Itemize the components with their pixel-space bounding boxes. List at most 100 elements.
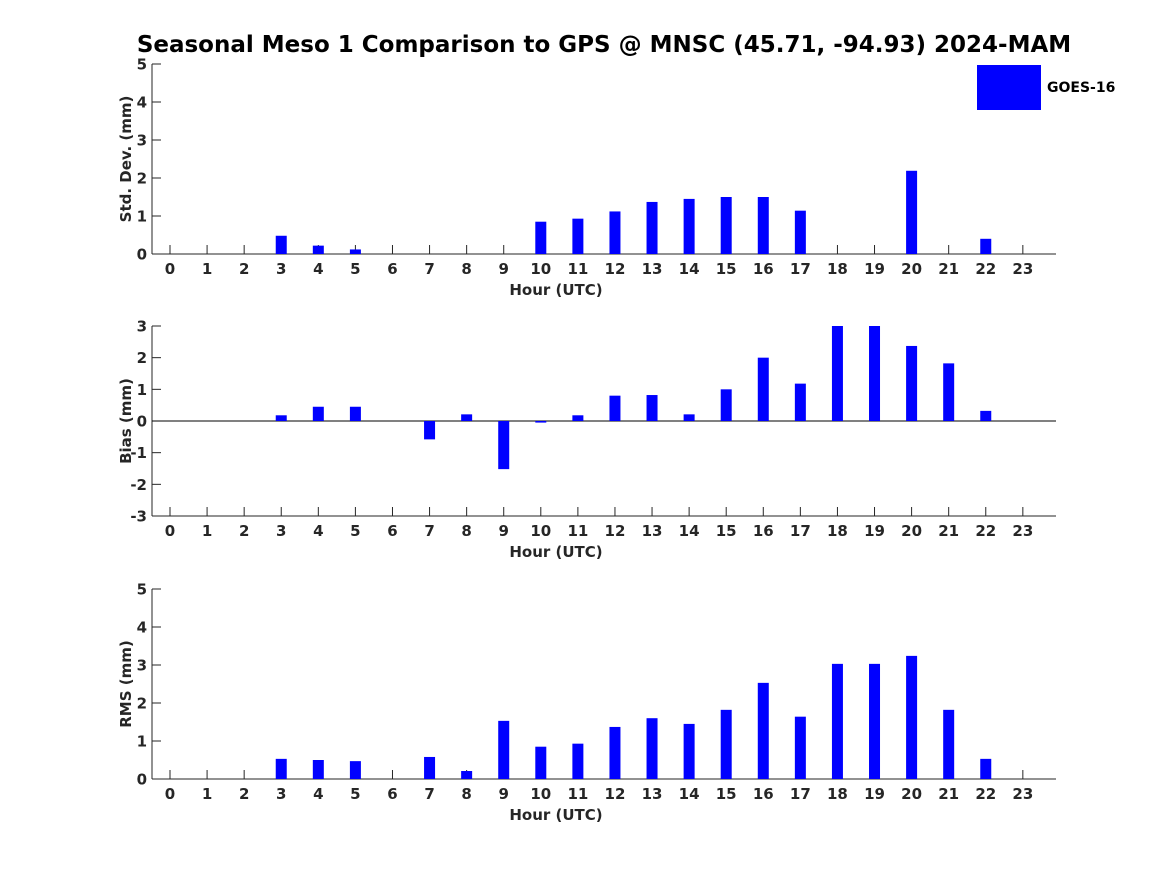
bar-hour-11 xyxy=(572,218,584,254)
x-axis-label: Hour (UTC) xyxy=(509,806,602,824)
x-tick-label: 1 xyxy=(202,522,212,540)
x-tick-label: 16 xyxy=(753,260,774,278)
y-tick-label: -2 xyxy=(130,476,147,494)
y-tick-label: 1 xyxy=(137,733,147,751)
bar-hour-10 xyxy=(535,421,547,423)
x-tick-label: 14 xyxy=(679,785,700,803)
x-tick-label: 10 xyxy=(530,522,551,540)
y-axis-label: Bias (mm) xyxy=(117,378,135,464)
bar-hour-4 xyxy=(312,245,324,254)
y-tick-label: 5 xyxy=(137,581,147,599)
x-tick-label: 15 xyxy=(716,260,737,278)
x-tick-label: 23 xyxy=(1012,522,1033,540)
bar-hour-20 xyxy=(906,170,918,254)
bar-hour-13 xyxy=(646,201,658,254)
x-tick-label: 12 xyxy=(605,522,626,540)
y-tick-label: 1 xyxy=(137,208,147,226)
x-tick-label: 21 xyxy=(938,522,959,540)
x-tick-label: 2 xyxy=(239,785,249,803)
bar-hour-20 xyxy=(906,345,918,421)
y-tick-label: 3 xyxy=(137,132,147,150)
x-tick-label: 18 xyxy=(827,260,848,278)
y-tick-label: 2 xyxy=(137,695,147,713)
bar-hour-22 xyxy=(980,410,992,421)
x-tick-label: 6 xyxy=(387,522,397,540)
bar-hour-16 xyxy=(757,682,769,779)
x-tick-label: 16 xyxy=(753,785,774,803)
bar-hour-16 xyxy=(757,197,769,254)
x-tick-label: 3 xyxy=(276,785,286,803)
x-tick-label: 19 xyxy=(864,785,885,803)
x-tick-label: 13 xyxy=(642,785,663,803)
bar-hour-13 xyxy=(646,395,658,421)
bar-hour-3 xyxy=(275,758,287,779)
bar-hour-8 xyxy=(461,771,473,779)
x-tick-label: 5 xyxy=(350,785,360,803)
bar-hour-16 xyxy=(757,357,769,421)
x-tick-label: 23 xyxy=(1012,785,1033,803)
x-tick-label: 12 xyxy=(605,785,626,803)
y-tick-label: 3 xyxy=(137,657,147,675)
x-tick-label: 2 xyxy=(239,260,249,278)
x-tick-label: 14 xyxy=(679,522,700,540)
x-tick-label: 23 xyxy=(1012,260,1033,278)
x-tick-label: 8 xyxy=(461,785,471,803)
x-tick-label: 3 xyxy=(276,260,286,278)
bar-hour-19 xyxy=(869,663,881,779)
bar-hour-4 xyxy=(312,760,324,779)
bar-hour-19 xyxy=(869,326,881,421)
x-tick-label: 10 xyxy=(530,785,551,803)
bar-hour-12 xyxy=(609,395,621,421)
bar-hour-22 xyxy=(980,758,992,779)
y-tick-label: 4 xyxy=(137,94,147,112)
x-tick-label: 4 xyxy=(313,260,323,278)
bar-hour-8 xyxy=(461,414,473,421)
x-tick-label: 17 xyxy=(790,785,811,803)
bar-hour-14 xyxy=(683,198,695,254)
x-tick-label: 15 xyxy=(716,785,737,803)
bar-hour-10 xyxy=(535,746,547,779)
x-tick-label: 4 xyxy=(313,785,323,803)
x-tick-label: 19 xyxy=(864,522,885,540)
x-tick-label: 20 xyxy=(901,260,922,278)
chart-title: Seasonal Meso 1 Comparison to GPS @ MNSC… xyxy=(137,32,1071,58)
x-axis-label: Hour (UTC) xyxy=(509,281,602,299)
bar-hour-18 xyxy=(831,326,843,421)
y-tick-label: 0 xyxy=(137,771,147,789)
y-axis-label: RMS (mm) xyxy=(117,640,135,727)
bar-hour-11 xyxy=(572,415,584,421)
bar-hour-22 xyxy=(980,238,992,254)
x-tick-label: 21 xyxy=(938,785,959,803)
y-tick-label: -1 xyxy=(130,444,147,462)
x-tick-label: 21 xyxy=(938,260,959,278)
y-tick-label: 2 xyxy=(137,170,147,188)
bar-hour-15 xyxy=(720,389,732,421)
x-tick-label: 22 xyxy=(975,522,996,540)
legend-swatch xyxy=(977,65,1041,110)
bar-hour-4 xyxy=(312,406,324,421)
bar-hour-10 xyxy=(535,221,547,254)
x-tick-label: 8 xyxy=(461,260,471,278)
x-tick-label: 9 xyxy=(499,785,509,803)
bar-hour-21 xyxy=(943,363,955,421)
y-tick-label: 2 xyxy=(137,349,147,367)
y-tick-label: 1 xyxy=(137,381,147,399)
x-tick-label: 0 xyxy=(165,785,175,803)
x-tick-label: 15 xyxy=(716,522,737,540)
x-tick-label: 13 xyxy=(642,260,663,278)
bar-hour-12 xyxy=(609,211,621,254)
bar-hour-14 xyxy=(683,414,695,421)
bar-hour-17 xyxy=(794,383,806,421)
x-tick-label: 17 xyxy=(790,260,811,278)
bar-hour-17 xyxy=(794,210,806,254)
y-tick-label: 0 xyxy=(137,246,147,264)
x-tick-label: 10 xyxy=(530,260,551,278)
x-tick-label: 16 xyxy=(753,522,774,540)
x-tick-label: 11 xyxy=(567,522,588,540)
bar-hour-14 xyxy=(683,723,695,779)
bar-hour-11 xyxy=(572,743,584,779)
x-tick-label: 5 xyxy=(350,260,360,278)
